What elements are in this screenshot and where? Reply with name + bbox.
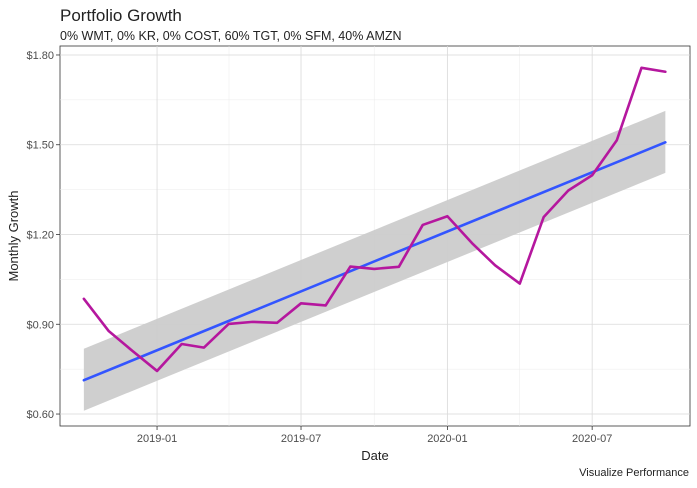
x-axis-ticks: 2019-01 2019-07 2020-01 2020-07 [137,426,612,445]
chart-caption: Visualize Performance [579,467,689,479]
chart-subtitle: 0% WMT, 0% KR, 0% COST, 60% TGT, 0% SFM,… [60,29,402,43]
x-tick-label: 2019-07 [281,433,321,445]
x-tick-label: 2020-01 [427,433,467,445]
y-tick-label: $1.80 [26,50,54,62]
y-axis-title: Monthly Growth [6,190,21,281]
y-tick-label: $1.50 [26,140,54,152]
y-tick-label: $1.20 [26,230,54,242]
trend-line-segment [82,141,667,382]
y-axis-ticks: $0.60 $0.90 $1.20 $1.50 $1.80 [26,50,60,421]
x-axis-title: Date [361,448,388,463]
chart-title: Portfolio Growth [60,6,182,25]
series-line [82,66,667,373]
trend-line [82,141,667,382]
series-lines [82,66,667,373]
x-tick-label: 2020-07 [572,433,612,445]
x-tick-label: 2019-01 [137,433,177,445]
grid-lines [60,46,690,426]
y-tick-label: $0.60 [26,409,54,421]
y-tick-label: $0.90 [26,319,54,331]
